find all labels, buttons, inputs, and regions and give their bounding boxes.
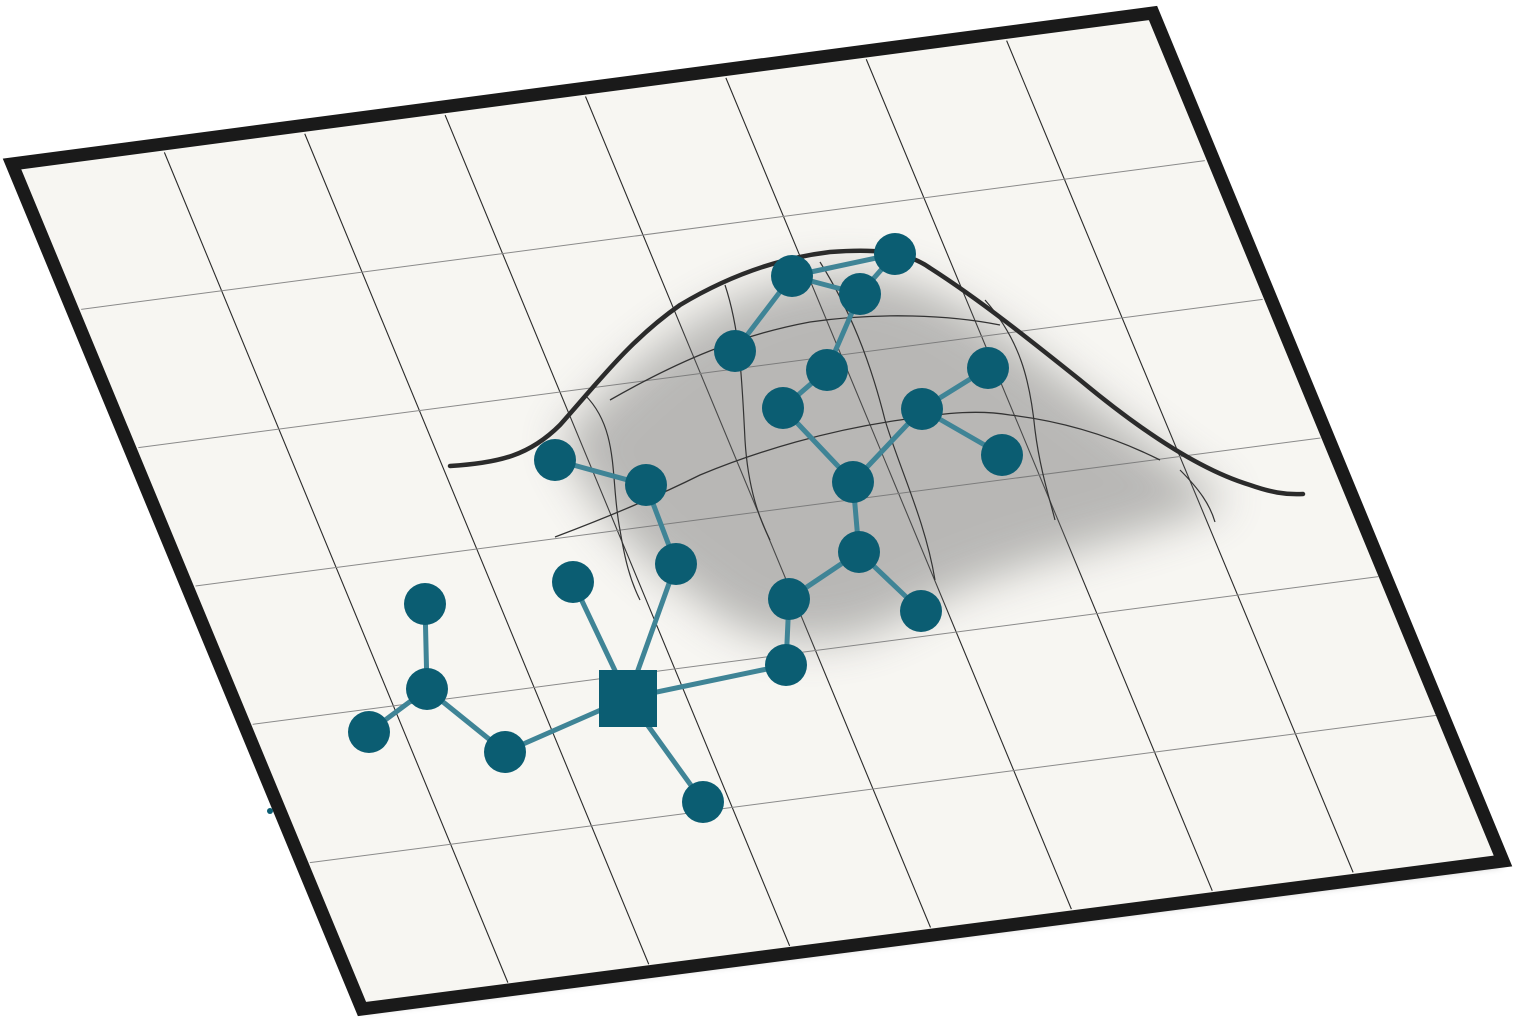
tree-nodes <box>348 233 1023 823</box>
tree-node[interactable] <box>484 731 526 773</box>
tree-node[interactable] <box>552 561 594 603</box>
tree-node[interactable] <box>534 439 576 481</box>
tree-node[interactable] <box>714 330 756 372</box>
tree-node[interactable] <box>839 273 881 315</box>
tree-node[interactable] <box>901 388 943 430</box>
tree-node[interactable] <box>768 578 810 620</box>
ridge-valley-2 <box>724 284 771 541</box>
root-node[interactable] <box>599 670 657 727</box>
tree-node[interactable] <box>832 461 874 503</box>
tree-node[interactable] <box>874 233 916 275</box>
tree-node[interactable] <box>762 387 804 429</box>
tree-node[interactable] <box>771 255 813 297</box>
tree-node[interactable] <box>838 531 880 573</box>
tree-node[interactable] <box>806 349 848 391</box>
tree-node[interactable] <box>348 711 390 753</box>
ridge-valley-5 <box>1179 469 1216 523</box>
grid-line-horizontal <box>309 714 1437 864</box>
tree-node[interactable] <box>404 583 446 625</box>
tree-node[interactable] <box>900 590 942 632</box>
tree-node[interactable] <box>765 644 807 686</box>
tree-node[interactable] <box>625 464 667 506</box>
tree-node[interactable] <box>967 347 1009 389</box>
ridge-valley-4 <box>984 299 1056 521</box>
tree-node[interactable] <box>981 434 1023 476</box>
tree-node[interactable] <box>655 543 697 585</box>
ridge-contour-2 <box>609 315 1001 401</box>
tree-node[interactable] <box>406 668 448 710</box>
grid-line-horizontal <box>81 160 1205 310</box>
stray-dot <box>267 808 273 814</box>
tree-node[interactable] <box>682 781 724 823</box>
ridge-valley-1 <box>584 394 641 601</box>
board-frame <box>2 5 1513 1017</box>
